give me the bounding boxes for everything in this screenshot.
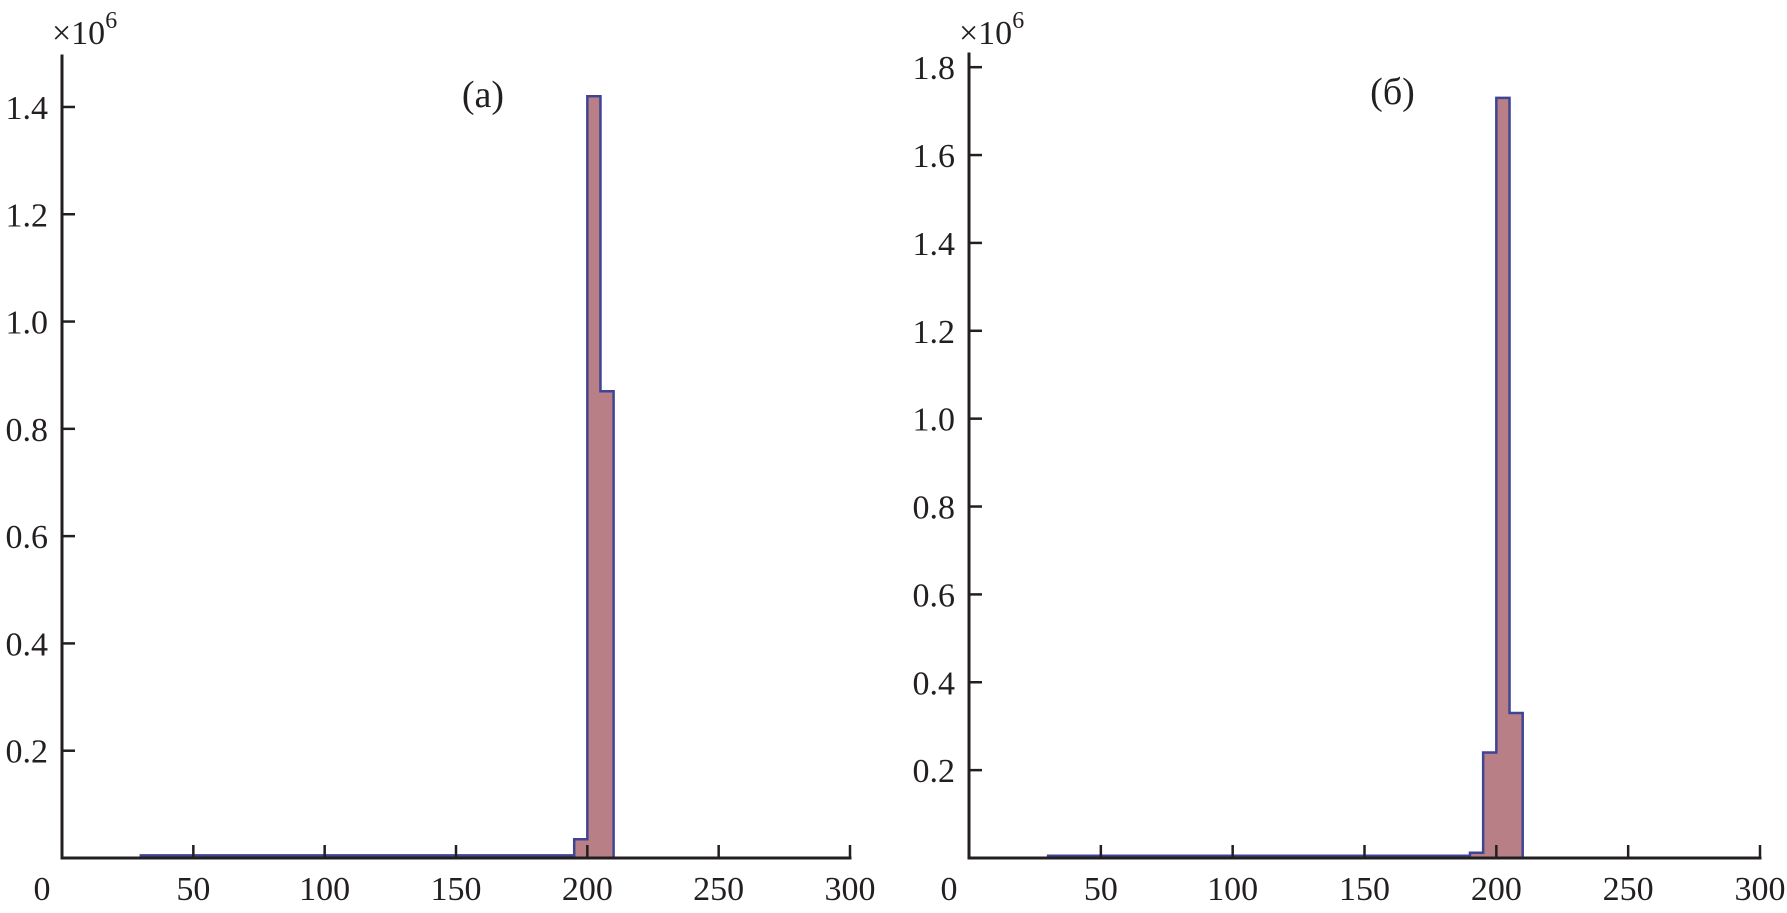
histogram-bars bbox=[1046, 96, 1760, 860]
y-tick-label: 1.6 bbox=[913, 138, 956, 175]
histogram-bars bbox=[139, 94, 850, 860]
x-tick-label: 50 bbox=[176, 871, 210, 908]
y-tick-label: 0.8 bbox=[6, 412, 49, 449]
y-tick-label: 1.4 bbox=[913, 226, 956, 263]
x-tick-label: 250 bbox=[693, 871, 744, 908]
histogram-panel-b: 0 50 100 150 200 250 300 0.2 0.4 0.6 0.8 1.0 1.2 1.4 1… bbox=[913, 8, 1786, 908]
x-tick-label: 50 bbox=[1084, 871, 1118, 908]
y-tick-label: 0.4 bbox=[6, 626, 49, 663]
x-tick-label: 0 bbox=[34, 871, 51, 908]
y-tick-label: 1.4 bbox=[6, 90, 49, 127]
y-axis-multiplier: ×106 bbox=[52, 8, 117, 52]
panel-label: (б) bbox=[1370, 71, 1415, 113]
x-tick-label: 200 bbox=[1471, 871, 1522, 908]
x-tick-label: 0 bbox=[941, 871, 958, 908]
y-tick-label: 1.2 bbox=[913, 314, 956, 351]
y-tick-label: 0.6 bbox=[913, 577, 956, 614]
x-tick-label: 150 bbox=[1339, 871, 1390, 908]
x-tick-label: 100 bbox=[299, 871, 350, 908]
x-tick-label: 200 bbox=[562, 871, 613, 908]
y-tick-label: 0.2 bbox=[6, 734, 49, 771]
x-tick-label: 300 bbox=[1735, 871, 1786, 908]
y-tick-label: 1.0 bbox=[913, 402, 956, 439]
y-axis-multiplier: ×106 bbox=[959, 8, 1024, 52]
y-tick-label: 0.4 bbox=[913, 665, 956, 702]
y-tick-label: 0.2 bbox=[913, 753, 956, 790]
x-tick-label: 150 bbox=[431, 871, 482, 908]
y-tick-label: 1.8 bbox=[913, 50, 956, 87]
y-tick-label: 1.0 bbox=[6, 305, 49, 342]
y-tick-label: 1.2 bbox=[6, 197, 49, 234]
x-tick-label: 100 bbox=[1207, 871, 1258, 908]
x-tick-label: 300 bbox=[825, 871, 876, 908]
x-tick-label: 250 bbox=[1603, 871, 1654, 908]
y-tick-label: 0.6 bbox=[6, 519, 49, 556]
y-tick-label: 0.8 bbox=[913, 490, 956, 527]
panel-label: (a) bbox=[462, 74, 504, 116]
histogram-panel-a: 0 50 100 150 200 250 300 0.2 0.4 0.6 0.8 1.0 1.2 1.4 ×… bbox=[6, 8, 876, 908]
